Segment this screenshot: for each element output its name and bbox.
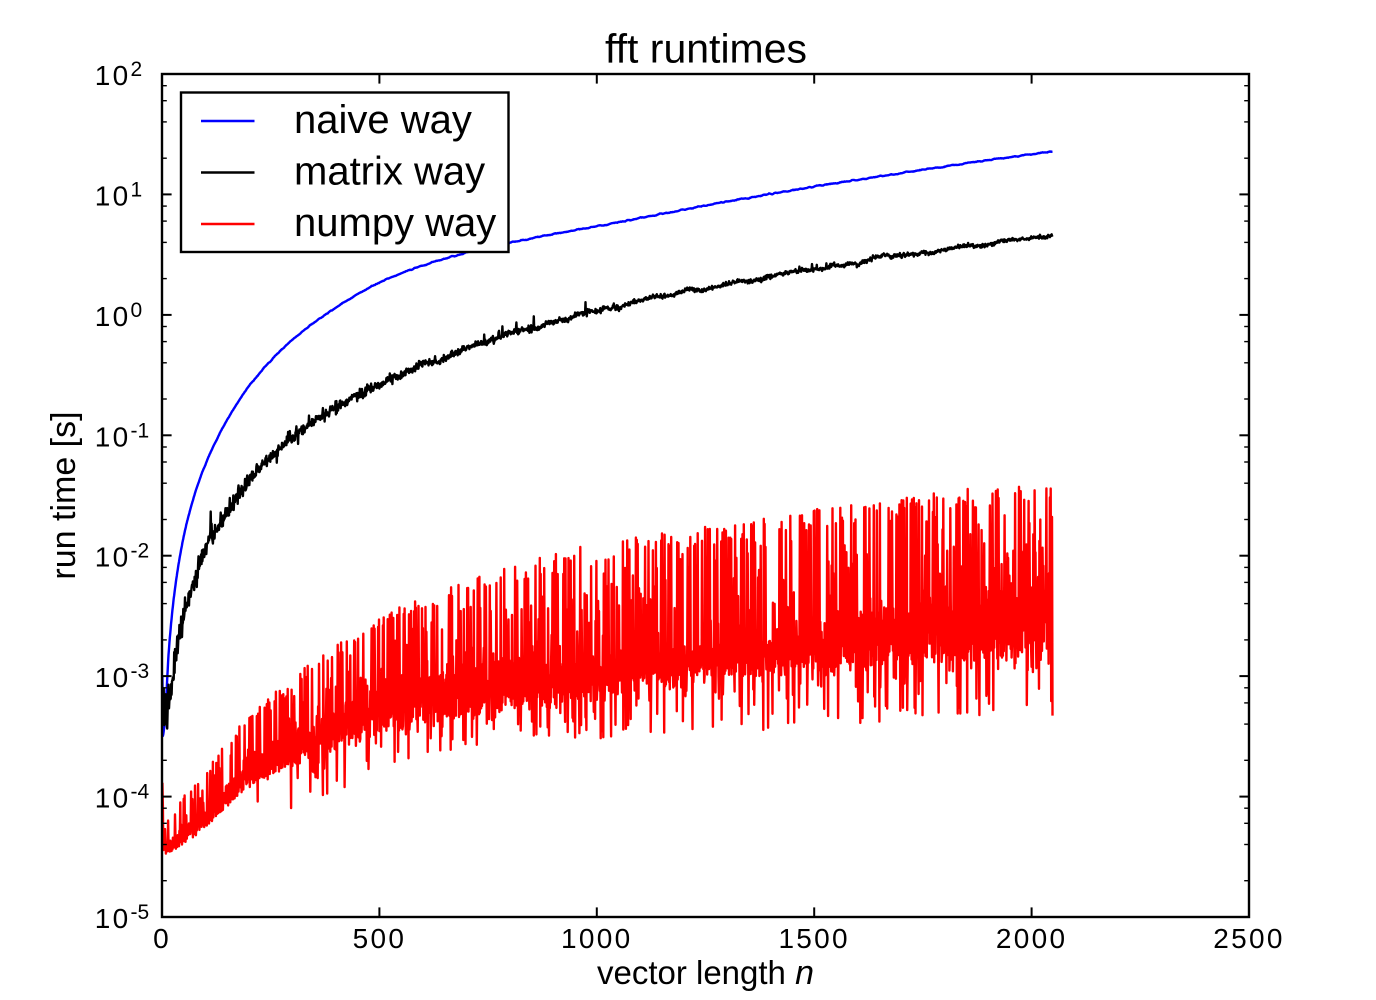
svg-text:-1: -1 [131, 419, 150, 442]
svg-text:10: 10 [95, 60, 131, 91]
svg-text:500: 500 [353, 923, 407, 954]
svg-text:naive way: naive way [294, 98, 472, 142]
svg-text:10: 10 [95, 662, 131, 693]
svg-text:vector length n: vector length n [597, 954, 814, 992]
svg-text:10: 10 [95, 301, 131, 332]
svg-text:run time [s]: run time [s] [45, 411, 83, 579]
svg-text:10: 10 [95, 903, 131, 934]
svg-text:0: 0 [153, 923, 171, 954]
svg-text:-4: -4 [131, 781, 150, 804]
svg-text:10: 10 [95, 421, 131, 452]
svg-text:2: 2 [131, 58, 143, 81]
svg-text:2500: 2500 [1213, 923, 1285, 954]
svg-text:numpy way: numpy way [294, 201, 496, 245]
svg-text:1000: 1000 [561, 923, 633, 954]
svg-text:1: 1 [131, 178, 143, 201]
svg-text:0: 0 [131, 299, 143, 322]
svg-text:1500: 1500 [778, 923, 850, 954]
svg-text:fft runtimes: fft runtimes [605, 26, 807, 72]
svg-text:10: 10 [95, 542, 131, 573]
svg-text:-2: -2 [131, 540, 150, 563]
svg-text:2000: 2000 [996, 923, 1068, 954]
svg-text:-5: -5 [131, 901, 150, 924]
svg-text:10: 10 [95, 783, 131, 814]
svg-text:-3: -3 [131, 660, 150, 683]
svg-text:10: 10 [95, 180, 131, 211]
svg-text:matrix way: matrix way [294, 150, 485, 194]
